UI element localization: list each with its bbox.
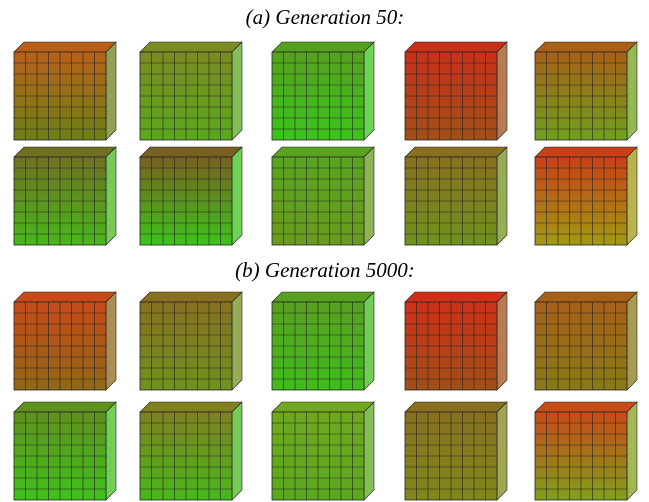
top-face <box>404 401 508 413</box>
top-face <box>13 146 117 158</box>
top-face <box>534 401 638 413</box>
side-face <box>363 41 375 141</box>
side-face <box>496 291 508 391</box>
side-face <box>231 41 243 141</box>
side-face <box>231 291 243 391</box>
voxel-shape <box>271 401 375 501</box>
top-face <box>534 41 638 53</box>
side-face <box>626 401 638 501</box>
top-face <box>139 291 243 303</box>
top-face <box>534 146 638 158</box>
voxel-shape <box>139 401 243 501</box>
top-face <box>13 401 117 413</box>
voxel-shape <box>13 146 117 246</box>
voxel-shape <box>13 41 117 141</box>
voxel-shape <box>534 146 638 246</box>
voxel-shape <box>534 291 638 391</box>
voxel-shape <box>271 146 375 246</box>
top-face <box>404 41 508 53</box>
voxel-shape <box>271 41 375 141</box>
top-face <box>139 401 243 413</box>
voxel-shape <box>404 291 508 391</box>
voxel-shape <box>139 41 243 141</box>
side-face <box>105 146 117 246</box>
top-face <box>13 291 117 303</box>
top-face <box>139 41 243 53</box>
voxel-shape <box>534 41 638 141</box>
top-face <box>271 401 375 413</box>
side-face <box>496 146 508 246</box>
side-face <box>496 41 508 141</box>
top-face <box>13 41 117 53</box>
side-face <box>231 146 243 246</box>
voxel-shape <box>404 401 508 501</box>
side-face <box>231 401 243 501</box>
side-face <box>105 401 117 501</box>
voxel-shape <box>534 401 638 501</box>
voxel-shape <box>271 291 375 391</box>
side-face <box>626 41 638 141</box>
voxel-shape <box>139 146 243 246</box>
side-face <box>626 146 638 246</box>
side-face <box>626 291 638 391</box>
voxel-shape <box>139 291 243 391</box>
top-face <box>404 146 508 158</box>
side-face <box>105 291 117 391</box>
top-face <box>271 41 375 53</box>
top-face <box>404 291 508 303</box>
voxel-shape <box>404 146 508 246</box>
top-face <box>534 291 638 303</box>
side-face <box>363 291 375 391</box>
top-face <box>271 146 375 158</box>
side-face <box>496 401 508 501</box>
voxel-shape <box>13 291 117 391</box>
side-face <box>363 401 375 501</box>
caption-b: (b) Generation 5000: <box>235 258 415 282</box>
caption-a: (a) Generation 50: <box>246 5 405 29</box>
side-face <box>105 41 117 141</box>
voxel-shape <box>404 41 508 141</box>
top-face <box>139 146 243 158</box>
side-face <box>363 146 375 246</box>
voxel-shape <box>13 401 117 501</box>
top-face <box>271 291 375 303</box>
